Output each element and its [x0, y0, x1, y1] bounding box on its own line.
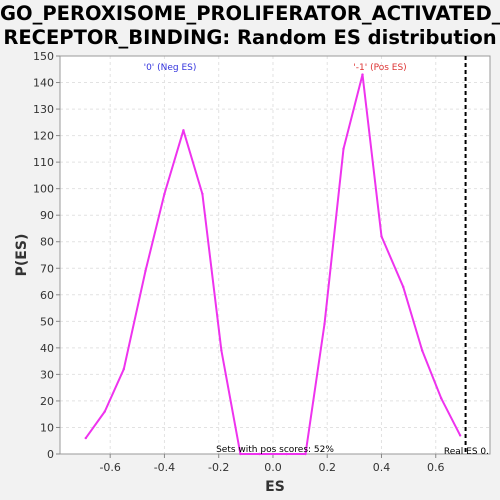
data-point	[258, 452, 261, 456]
y-tick-label: 100	[33, 183, 54, 196]
data-point	[361, 73, 364, 76]
x-tick-label: 0.4	[373, 461, 391, 474]
y-tick-label: 20	[40, 395, 54, 408]
pos-es-label: '-1' (Pos ES)	[353, 63, 406, 73]
chart-title-line-2: RECEPTOR_BINDING: Random ES distribution	[3, 26, 497, 49]
y-tick-label: 60	[40, 289, 54, 302]
data-point	[182, 129, 185, 132]
y-tick-label: 70	[40, 262, 54, 275]
y-tick-label: 90	[40, 209, 54, 222]
distribution-line	[84, 73, 462, 455]
neg-es-label: '0' (Neg ES)	[144, 63, 197, 73]
x-tick-label: 0.0	[264, 461, 282, 474]
data-point	[84, 436, 87, 440]
x-tick-label: -0.4	[154, 461, 175, 474]
y-tick-label: 130	[33, 103, 54, 116]
data-point	[323, 322, 326, 326]
y-tick-label: 110	[33, 156, 54, 169]
data-point	[220, 349, 223, 352]
data-point	[103, 410, 106, 413]
y-tick-label: 0	[47, 448, 54, 461]
data-point	[380, 235, 383, 238]
data-point	[458, 434, 462, 437]
data-point	[144, 269, 147, 273]
y-tick-label: 120	[33, 130, 54, 143]
data-point	[201, 192, 204, 196]
x-tick-label: -0.2	[208, 461, 229, 474]
data-point	[420, 349, 424, 352]
data-point	[401, 285, 405, 289]
chart-title-line-1: GO_PEROXISOME_PROLIFERATOR_ACTIVATED_	[0, 2, 500, 25]
data-point	[163, 192, 166, 196]
data-point	[342, 147, 345, 151]
x-axis-title: ES	[265, 479, 285, 495]
data-point	[239, 452, 242, 456]
sets-pos-scores-label: Sets with pos scores: 52%	[216, 445, 334, 455]
data-point	[304, 452, 307, 456]
chart-title: GO_PEROXISOME_PROLIFERATOR_ACTIVATED_ RE…	[0, 2, 500, 50]
data-point	[439, 397, 443, 400]
y-tick-label: 150	[33, 50, 54, 63]
y-tick-label: 140	[33, 77, 54, 90]
y-tick-label: 40	[40, 342, 54, 355]
y-tick-label: 30	[40, 368, 54, 381]
y-tick-label: 50	[40, 315, 54, 328]
y-axis-title: P(ES)	[14, 234, 30, 277]
real-es-label: Real ES 0.	[444, 447, 489, 457]
y-tick-label: 80	[40, 236, 54, 249]
x-tick-label: -0.6	[99, 461, 120, 474]
y-tick-label: 10	[40, 421, 54, 434]
x-tick-label: 0.2	[318, 461, 336, 474]
plot-background	[60, 56, 490, 454]
data-point	[285, 452, 288, 456]
data-point	[122, 367, 125, 371]
x-tick-label: 0.6	[427, 461, 445, 474]
